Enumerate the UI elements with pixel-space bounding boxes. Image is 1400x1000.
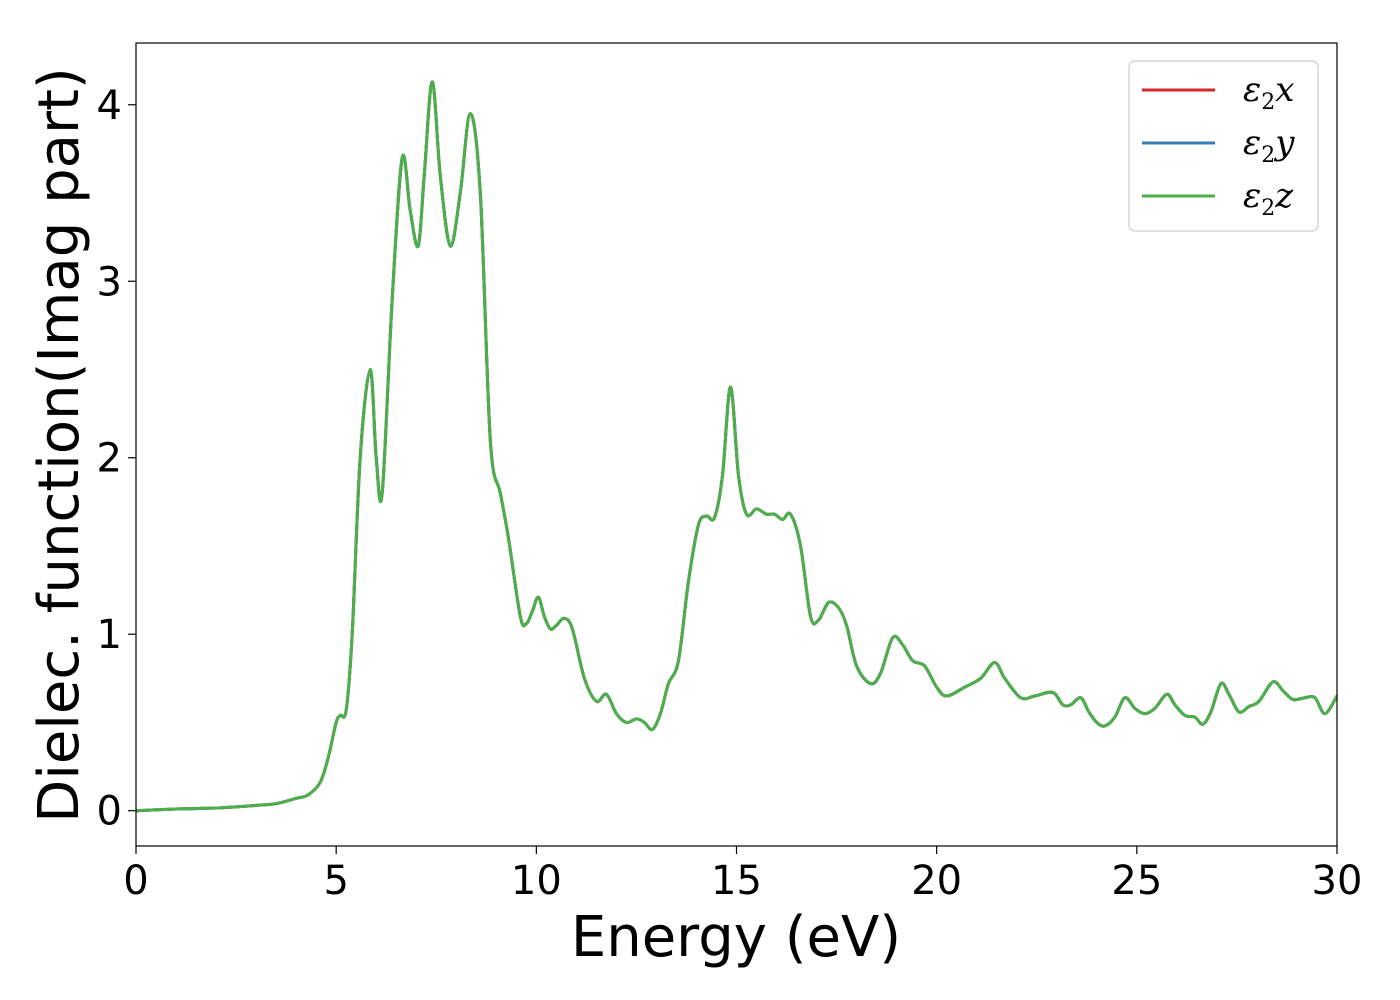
legend-label-z: ε2z [1243,176,1294,221]
legend-label-x: ε2x [1243,70,1294,115]
legend-subscript: 2 [1261,90,1275,115]
series-line-z [136,80,1337,813]
x-tick-label: 20 [911,858,962,904]
legend-component: z [1274,176,1294,216]
legend-box [1128,60,1319,232]
y-tick-label: 4 [97,83,122,129]
y-tick-label: 1 [97,612,122,658]
y-tick-label: 3 [97,259,122,305]
x-tick-label: 0 [123,858,148,904]
legend-symbol: ε [1243,123,1261,163]
legend-symbol: ε [1243,176,1261,216]
x-axis: 0 5 10 15 20 25 30 [123,846,1362,904]
legend-label-y: ε2y [1243,123,1295,168]
legend-component: y [1273,123,1295,163]
x-tick-label: 30 [1312,858,1363,904]
x-tick-label: 10 [511,858,562,904]
x-axis-title: Energy (eV) [571,905,901,970]
y-axis-title: Dielec. function(Imag part) [27,67,92,823]
x-tick-label: 25 [1111,858,1162,904]
y-tick-label: 0 [97,789,122,835]
y-tick-label: 2 [97,436,122,482]
legend-symbol: ε [1243,70,1261,110]
legend-component: x [1275,70,1294,110]
x-tick-label: 5 [323,858,348,904]
legend-subscript: 2 [1261,143,1275,168]
legend-subscript: 2 [1261,196,1275,221]
y-axis: 0 1 2 3 4 [97,83,136,835]
x-tick-label: 15 [711,858,762,904]
series-layer [136,80,1337,813]
